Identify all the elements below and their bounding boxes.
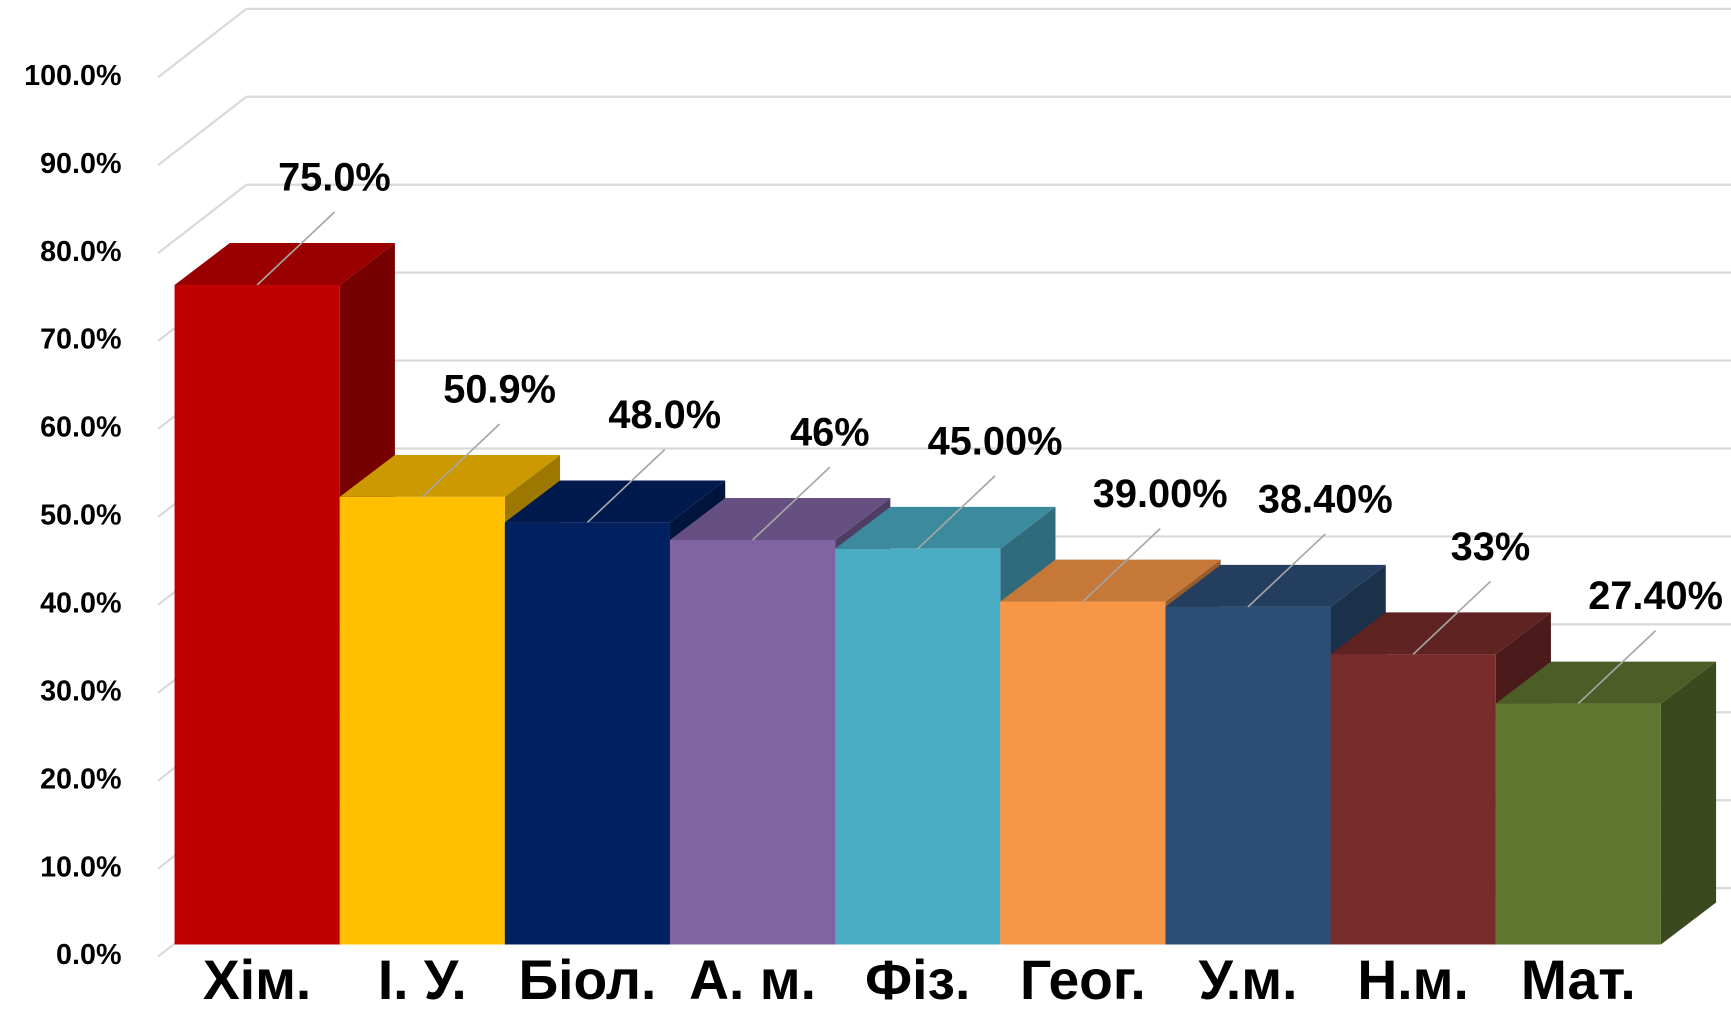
y-tick-label: 100.0%: [24, 60, 121, 92]
value-label: 50.9%: [443, 367, 556, 411]
bar-top: [1495, 661, 1717, 704]
y-tick-label: 10.0%: [40, 851, 121, 883]
value-label: 45.00%: [928, 419, 1063, 463]
leader-line: [1577, 630, 1657, 705]
value-label: 39.00%: [1093, 472, 1228, 516]
x-tick-label: У.м.: [1198, 949, 1297, 1011]
x-tick-label: Фіз.: [865, 949, 970, 1011]
leader-line: [751, 466, 831, 541]
bar: [1000, 601, 1166, 945]
x-tick-label: Мат.: [1521, 949, 1636, 1011]
bar: [835, 548, 1001, 945]
y-tick-label: 30.0%: [40, 675, 121, 707]
leader-line: [256, 211, 336, 286]
leader-line: [1247, 533, 1326, 608]
y-tick-label: 0.0%: [56, 939, 121, 971]
value-label: 75.0%: [278, 156, 391, 200]
bar-side: [1660, 661, 1717, 945]
bar-top: [1330, 612, 1551, 655]
value-label: 46%: [790, 411, 870, 455]
leader-line: [1412, 580, 1492, 655]
y-tick-label: 20.0%: [40, 763, 121, 795]
bar: [1330, 654, 1496, 945]
leader-line: [1082, 528, 1161, 603]
grid-line: [157, 183, 248, 255]
value-label: 38.40%: [1258, 477, 1393, 521]
y-tick-label: 70.0%: [40, 324, 121, 356]
x-tick-label: Н.м.: [1357, 949, 1468, 1011]
y-tick-label: 40.0%: [40, 588, 121, 620]
bar-top: [1000, 559, 1221, 602]
leader-line: [586, 448, 666, 524]
value-label: 48.0%: [608, 393, 721, 437]
bar-top: [504, 480, 726, 523]
bar-top: [835, 506, 1056, 549]
grid-line: [157, 95, 248, 167]
y-tick-label: 60.0%: [40, 412, 121, 444]
leader-line: [917, 475, 996, 550]
x-tick-label: Біол.: [518, 949, 656, 1011]
y-tick-label: 50.0%: [40, 500, 121, 532]
bar-top: [1165, 564, 1386, 607]
bar: [174, 285, 340, 945]
bar-top: [339, 454, 561, 497]
y-tick-label: 80.0%: [40, 236, 121, 268]
bar-top: [174, 243, 395, 286]
x-tick-label: Геог.: [1020, 949, 1146, 1011]
bar: [669, 540, 836, 945]
x-tick-label: Хім.: [203, 949, 311, 1011]
y-tick-label: 90.0%: [40, 148, 121, 180]
bar: [1495, 703, 1661, 945]
leader-line: [421, 423, 501, 498]
bar: [339, 496, 505, 945]
value-label: 27.40%: [1588, 574, 1723, 618]
x-tick-label: А. м.: [689, 949, 816, 1011]
value-label: 33%: [1451, 525, 1531, 569]
x-tick-label: І. У.: [378, 949, 467, 1011]
bar: [1165, 606, 1331, 945]
bar: [504, 522, 670, 945]
bar-top: [669, 498, 891, 541]
grid-line: [157, 7, 248, 79]
